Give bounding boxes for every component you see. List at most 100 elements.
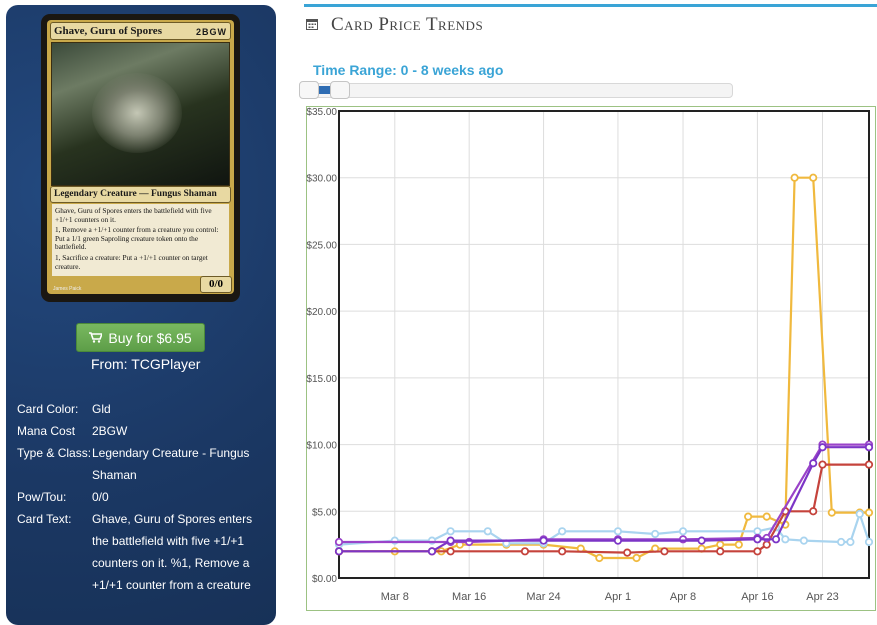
data-point bbox=[753, 527, 762, 536]
card-mana-cost: 2BGW bbox=[196, 27, 227, 37]
data-point bbox=[846, 537, 855, 547]
buy-button-label: Buy for $6.95 bbox=[108, 330, 192, 346]
cart-icon bbox=[89, 325, 104, 354]
y-tick-label: $30.00 bbox=[306, 174, 337, 185]
price-chart-svg: $0.00 $5.00 $10.00 $15.00 $20.00 $25.00 $30.00… bbox=[306, 106, 876, 611]
card-artist: James Paick bbox=[53, 286, 82, 292]
data-point bbox=[595, 553, 604, 563]
attribute-row: Pow/Tou: 0/0 bbox=[17, 486, 272, 508]
data-point bbox=[781, 535, 790, 544]
data-point bbox=[558, 527, 567, 536]
time-range-label: Time Range: 0 - 8 weeks ago bbox=[313, 62, 504, 78]
x-tick-label: Mar 8 bbox=[381, 591, 409, 603]
data-point bbox=[809, 459, 818, 468]
data-point bbox=[613, 536, 623, 545]
attribute-value: 2BGW bbox=[92, 424, 128, 438]
card-image: Ghave, Guru of Spores 2BGW Legendary Cre… bbox=[41, 14, 240, 302]
data-point bbox=[632, 553, 641, 563]
card-text-line: 1, Remove a +1/+1 counter from a creatur… bbox=[55, 225, 219, 252]
attribute-key: Pow/Tou: bbox=[17, 490, 67, 504]
card-sidebar: Ghave, Guru of Spores 2BGW Legendary Cre… bbox=[6, 5, 276, 625]
data-point bbox=[558, 547, 567, 556]
slider-selected-range bbox=[314, 86, 330, 94]
data-point bbox=[762, 512, 771, 521]
attribute-row: Mana Cost 2BGW bbox=[17, 420, 272, 442]
chart-outer-border bbox=[306, 106, 876, 611]
data-point bbox=[660, 547, 669, 556]
attribute-row: Card Text: Ghave, Guru of Spores enters … bbox=[17, 508, 272, 596]
card-attributes: Card Color: Gld Mana Cost 2BGW Type & Cl… bbox=[17, 398, 272, 596]
attribute-value: Legendary Creature - Fungus Shaman bbox=[92, 446, 250, 482]
plot-border bbox=[338, 110, 870, 579]
data-point bbox=[623, 548, 632, 557]
x-tick-label: Apr 16 bbox=[741, 591, 773, 603]
card-text-line: Ghave, Guru of Spores enters the battlef… bbox=[55, 206, 212, 224]
data-point bbox=[539, 536, 548, 545]
attribute-key: Type & Class: bbox=[17, 446, 92, 460]
card-type-line: Legendary Creature — Fungus Shaman bbox=[50, 186, 231, 203]
card-text-line: 1, Sacrifice a creature: Put a +1/+1 cou… bbox=[55, 252, 208, 271]
data-point bbox=[734, 540, 743, 549]
card-rules-text: Ghave, Guru of Spores enters the battlef… bbox=[52, 204, 229, 276]
x-tick-label: Apr 8 bbox=[670, 591, 696, 603]
data-point bbox=[678, 527, 688, 536]
card-name: Ghave, Guru of Spores bbox=[54, 25, 162, 37]
time-range-slider[interactable] bbox=[300, 83, 733, 98]
y-tick-label: $20.00 bbox=[306, 307, 337, 318]
x-tick-label: Mar 24 bbox=[526, 591, 560, 603]
data-point bbox=[864, 508, 874, 517]
data-point bbox=[827, 508, 836, 517]
attribute-value: Ghave, Guru of Spores enters the battlef… bbox=[92, 512, 253, 592]
slider-handle-start[interactable] bbox=[299, 81, 319, 99]
data-point bbox=[790, 173, 799, 182]
data-point bbox=[651, 529, 660, 539]
data-point bbox=[753, 547, 762, 556]
data-point bbox=[818, 460, 827, 469]
data-point bbox=[716, 540, 725, 549]
y-tick-label: $0.00 bbox=[312, 574, 337, 585]
attribute-row: Type & Class: Legendary Creature - Fungu… bbox=[17, 442, 272, 486]
slider-handle-end[interactable] bbox=[330, 81, 350, 99]
data-point bbox=[427, 547, 437, 556]
data-point bbox=[613, 527, 623, 536]
y-tick-label: $15.00 bbox=[306, 374, 337, 385]
series-line-2 bbox=[339, 463, 869, 554]
y-tick-label: $35.00 bbox=[306, 107, 337, 118]
data-point bbox=[716, 547, 725, 556]
section-title: Card Price Trends bbox=[331, 14, 484, 35]
calendar-icon bbox=[306, 19, 318, 30]
data-point bbox=[864, 460, 874, 469]
price-chart: $0.00 $5.00 $10.00 $15.00 $20.00 $25.00 $30.00… bbox=[306, 106, 876, 611]
y-tick-label: $5.00 bbox=[312, 507, 337, 518]
data-point bbox=[864, 537, 874, 547]
data-point bbox=[837, 537, 846, 547]
data-point bbox=[520, 547, 530, 556]
attribute-key: Card Color: bbox=[17, 402, 79, 416]
data-point bbox=[799, 536, 809, 545]
data-point bbox=[771, 535, 781, 544]
x-tick-label: Mar 16 bbox=[452, 591, 486, 603]
data-point bbox=[762, 540, 771, 549]
card-art bbox=[51, 42, 230, 186]
card-frame: Ghave, Guru of Spores 2BGW Legendary Cre… bbox=[47, 20, 234, 294]
data-point bbox=[809, 507, 818, 516]
buy-button[interactable]: Buy for $6.95 bbox=[76, 323, 205, 352]
data-point bbox=[334, 547, 344, 556]
data-point bbox=[446, 527, 455, 536]
vendor-label: From: TCGPlayer bbox=[91, 356, 201, 372]
attribute-key: Mana Cost bbox=[17, 424, 76, 438]
data-point bbox=[446, 547, 455, 556]
data-point bbox=[483, 527, 492, 536]
y-tick-label: $10.00 bbox=[306, 441, 337, 452]
data-point bbox=[818, 443, 827, 452]
data-point bbox=[809, 173, 818, 182]
card-power-toughness: 0/0 bbox=[200, 276, 232, 293]
attribute-value: Gld bbox=[92, 402, 111, 416]
data-point bbox=[753, 535, 762, 544]
attribute-value: 0/0 bbox=[92, 490, 109, 504]
card-name-bar: Ghave, Guru of Spores 2BGW bbox=[50, 22, 231, 40]
data-point bbox=[855, 509, 864, 519]
x-tick-label: Apr 23 bbox=[806, 591, 838, 603]
section-top-rule bbox=[304, 4, 877, 7]
attribute-key: Card Text: bbox=[17, 512, 72, 526]
